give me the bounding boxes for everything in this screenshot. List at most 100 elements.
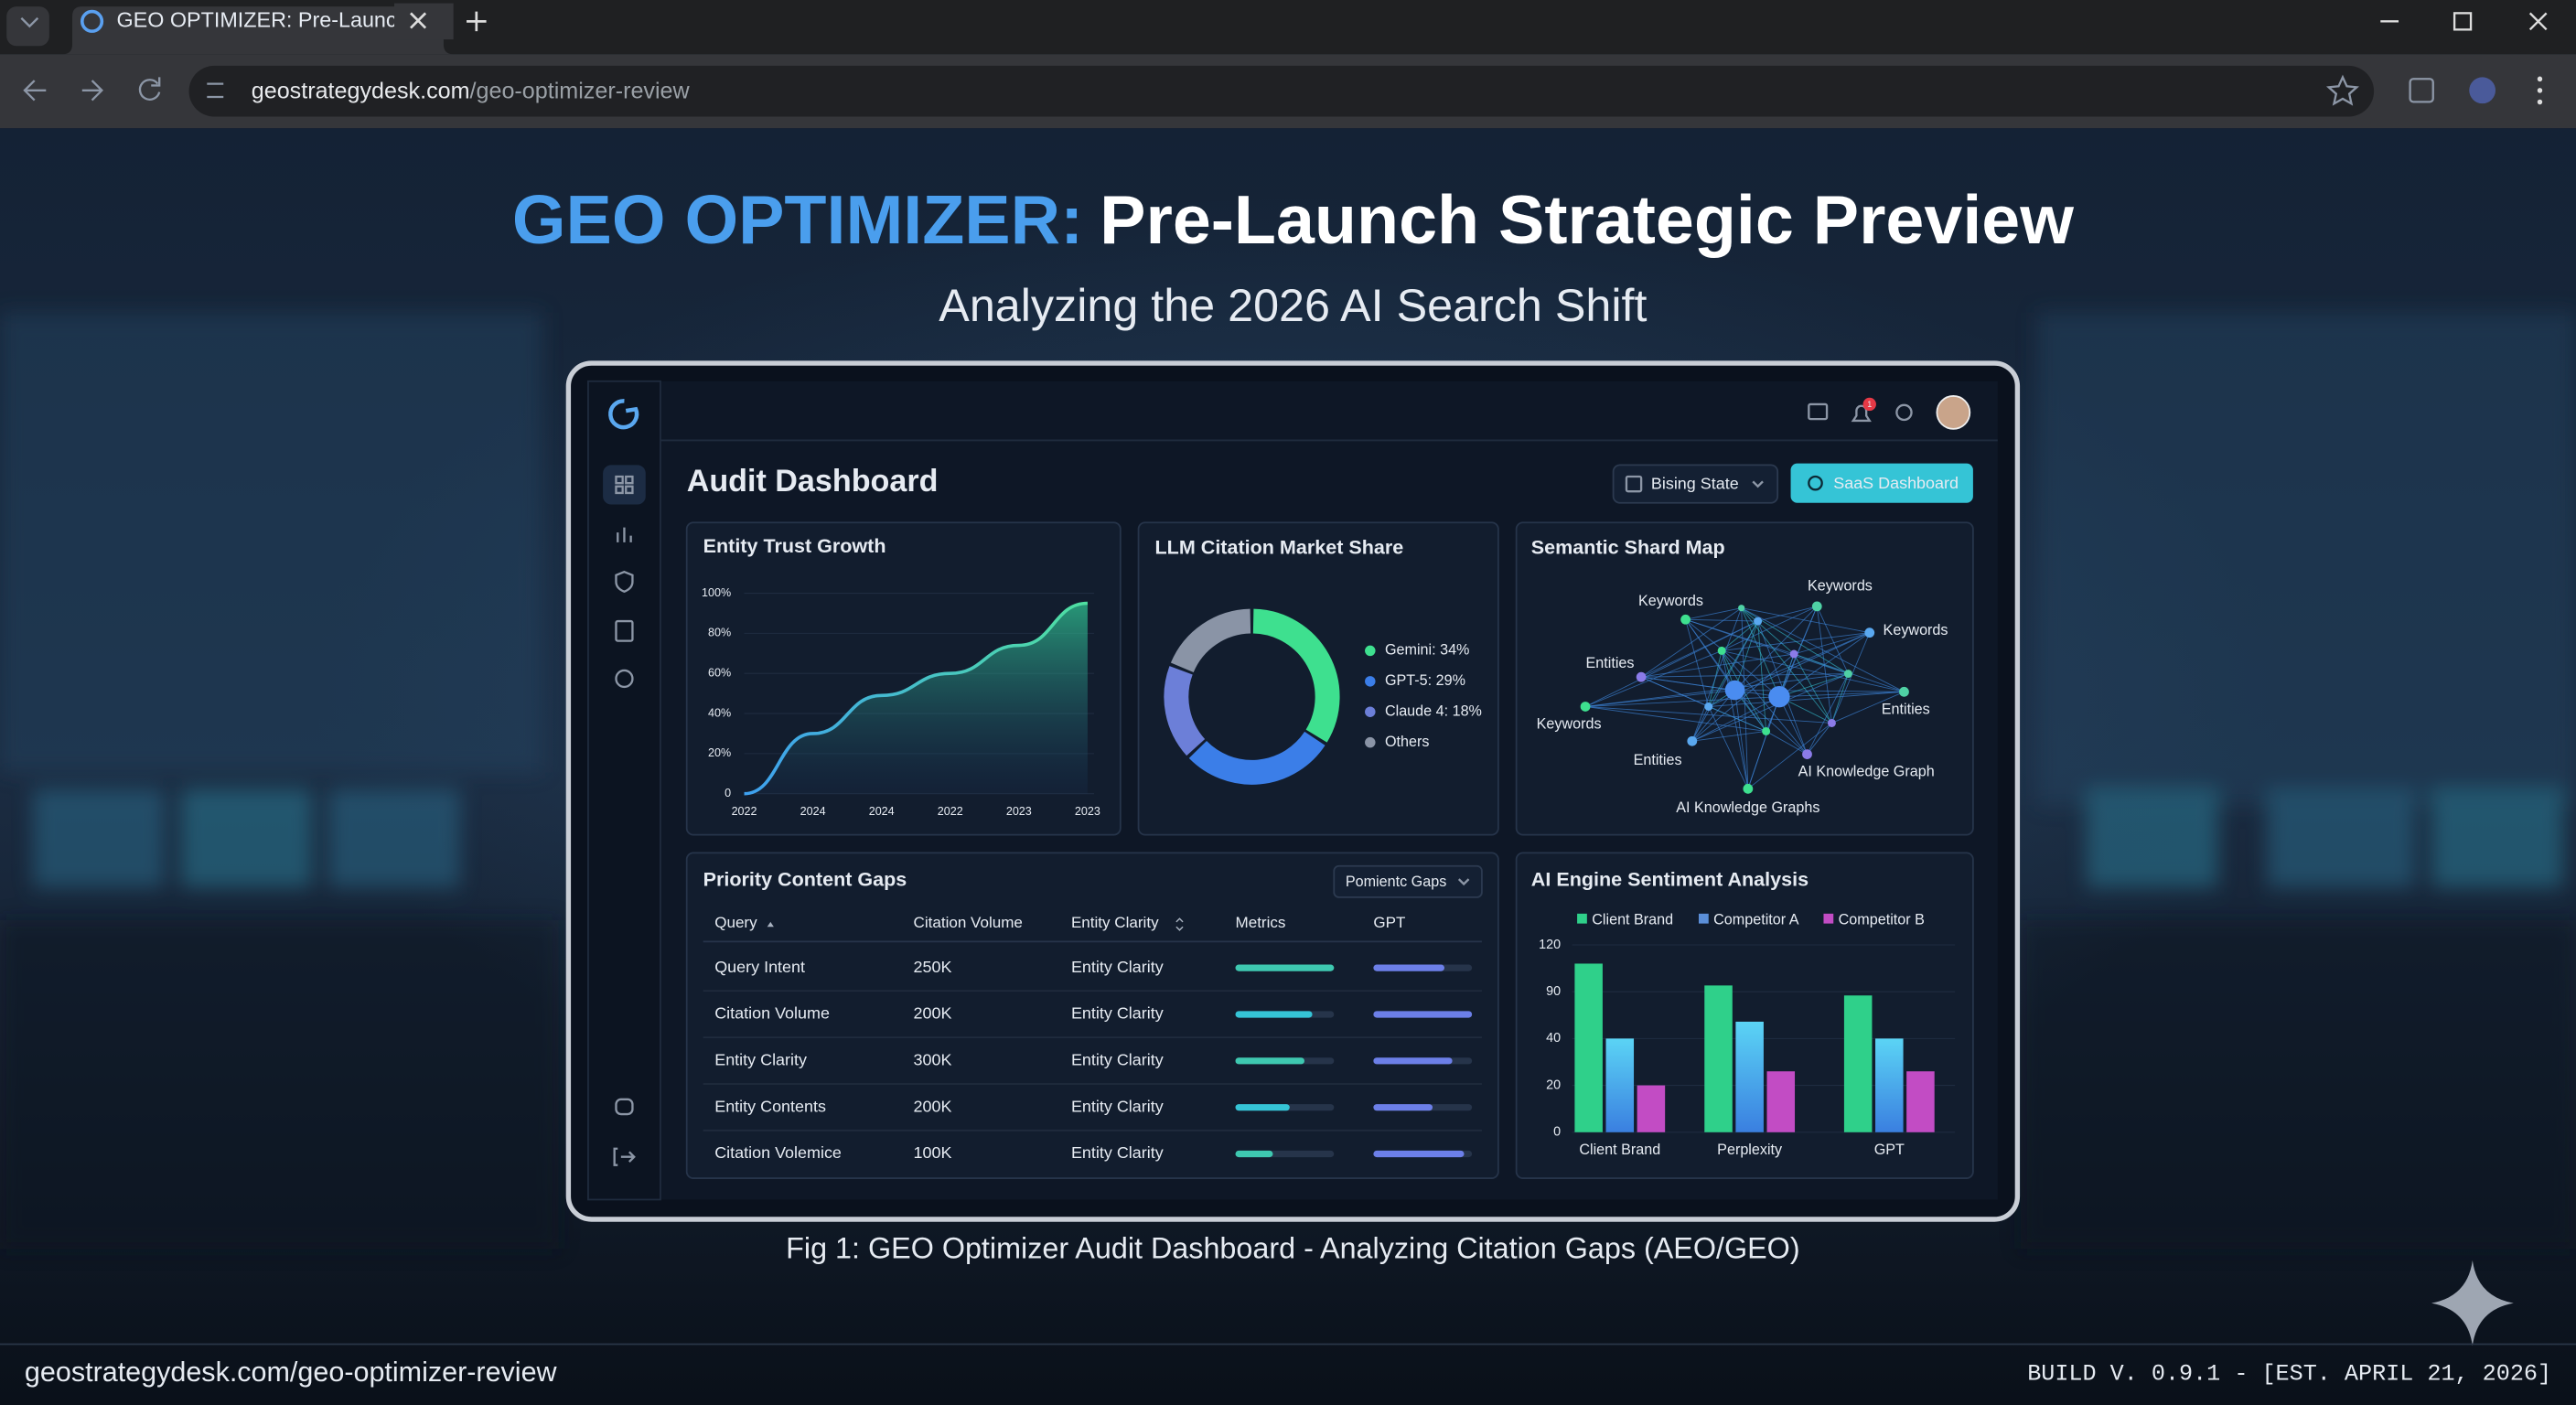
nav-analytics-icon[interactable]: [617, 527, 632, 542]
edge: [1584, 649, 1723, 707]
tab-search-button[interactable]: [6, 6, 49, 47]
forward-button[interactable]: [81, 80, 103, 102]
side-panel-button[interactable]: [2409, 78, 2434, 103]
panel-title: Semantic Shard Map: [1531, 536, 1725, 559]
edge: [1708, 620, 1759, 707]
node: [1762, 726, 1771, 735]
nav-settings-icon[interactable]: [615, 669, 634, 689]
sort-icon: [767, 921, 774, 928]
node-label: Keywords: [1808, 578, 1873, 595]
dropdown-chevron: [1752, 480, 1764, 488]
edge: [1691, 620, 1759, 742]
edge: [1741, 607, 1832, 724]
edge: [1691, 690, 1735, 742]
edge: [1691, 607, 1743, 742]
chevron-icon: [20, 16, 39, 28]
profile-avatar[interactable]: [2469, 77, 2496, 104]
edge: [1585, 673, 1849, 707]
nav-active[interactable]: [603, 465, 646, 505]
filter-chevron: [1457, 878, 1470, 886]
saas-dashboard-label: SaaS Dashboard: [1833, 474, 1959, 492]
y-tick-label: 90: [1546, 984, 1561, 999]
table-cell: 200K: [914, 1004, 952, 1023]
edge: [1685, 619, 1710, 707]
hero-title: GEO OPTIMIZER: Pre-Launch Strategic Previ…: [512, 181, 2074, 258]
app-logo: [608, 399, 639, 430]
edge: [1816, 606, 1832, 724]
bar: [1574, 963, 1603, 1132]
state-dropdown-label: Bising State: [1651, 475, 1739, 493]
edge: [1757, 606, 1818, 622]
legend-label: Competitor B: [1839, 911, 1925, 928]
table-cell: Entity Clarity: [1071, 1143, 1164, 1162]
mail-icon[interactable]: [1808, 402, 1829, 421]
edge: [1778, 673, 1849, 698]
donut-segment: [1252, 608, 1340, 743]
table-cell: 250K: [914, 958, 952, 976]
bookmark-star[interactable]: [2325, 74, 2360, 106]
node-label: Entities: [1586, 655, 1635, 671]
site-info-icon[interactable]: [207, 82, 224, 99]
edge: [1741, 607, 1870, 634]
nav-security-icon[interactable]: [615, 570, 634, 593]
legend-swatch: [1698, 913, 1709, 924]
active-tab[interactable]: [62, 6, 454, 55]
hero-title-accent: GEO OPTIMIZER:: [512, 181, 1083, 258]
column-header: Entity Clarity: [1071, 914, 1159, 931]
node: [1680, 614, 1690, 625]
reload-button[interactable]: [138, 77, 161, 101]
panel-title: AI Engine Sentiment Analysis: [1531, 868, 1809, 891]
close-window[interactable]: [2528, 12, 2548, 31]
bell-icon[interactable]: [1851, 404, 1872, 423]
notification-count: 1: [1867, 400, 1872, 409]
column-header: GPT: [1373, 914, 1406, 931]
edge: [1685, 619, 1766, 732]
panel-title: Priority Content Gaps: [703, 868, 907, 891]
node: [1717, 646, 1726, 655]
table-cell: Entity Clarity: [1071, 958, 1164, 976]
bar: [1605, 1038, 1635, 1132]
x-tick-label: 2023: [1006, 805, 1032, 818]
saas-dashboard-button[interactable]: [1790, 463, 1973, 503]
metric-bar: [1235, 1011, 1313, 1018]
edge: [1685, 618, 1758, 622]
user-avatar[interactable]: [1936, 395, 1971, 430]
y-tick-label: 20: [1546, 1078, 1561, 1092]
footer-build: BUILD V. 0.9.1 - [EST. APRIL 21, 2026]: [2027, 1361, 2551, 1388]
x-tick-label: 2022: [938, 805, 963, 818]
tab-close[interactable]: [410, 12, 427, 29]
restore[interactable]: [2453, 12, 2473, 31]
node: [1743, 783, 1754, 794]
nav-docs-icon[interactable]: [615, 619, 634, 642]
settings-icon[interactable]: [1895, 403, 1913, 422]
metric-bar: [1373, 1150, 1465, 1158]
x-tick-label: 2023: [1075, 805, 1100, 818]
edge: [1691, 673, 1849, 742]
gaps-filter[interactable]: [1333, 864, 1483, 898]
panel-title: LLM Citation Market Share: [1155, 536, 1404, 559]
node: [1789, 649, 1798, 659]
edge: [1734, 690, 1749, 789]
new-tab[interactable]: [467, 11, 487, 32]
node: [1843, 670, 1852, 679]
metric-bar: [1373, 1011, 1473, 1018]
legend-swatch: [1823, 913, 1834, 924]
edge: [1585, 696, 1780, 707]
column-header: Query: [714, 914, 757, 931]
state-dropdown[interactable]: [1612, 464, 1779, 504]
legend-label: GPT-5: 29%: [1385, 672, 1465, 689]
nav-logout-icon[interactable]: [613, 1147, 636, 1166]
sparkle-logo: [2431, 1260, 2514, 1346]
table-cell: Citation Volume: [714, 1004, 830, 1023]
table-cell: 100K: [914, 1143, 952, 1162]
nav-chat-icon[interactable]: [615, 1098, 634, 1116]
bar: [1843, 995, 1873, 1132]
node: [1580, 702, 1591, 712]
x-tick-label: 2024: [869, 805, 895, 818]
edge: [1691, 653, 1795, 742]
edge: [1747, 653, 1795, 789]
y-tick-label: 40: [1546, 1031, 1561, 1046]
back-button[interactable]: [23, 80, 47, 102]
gaps-filter-label: Pomientc Gaps: [1346, 874, 1446, 890]
address-bar[interactable]: [188, 65, 2375, 117]
